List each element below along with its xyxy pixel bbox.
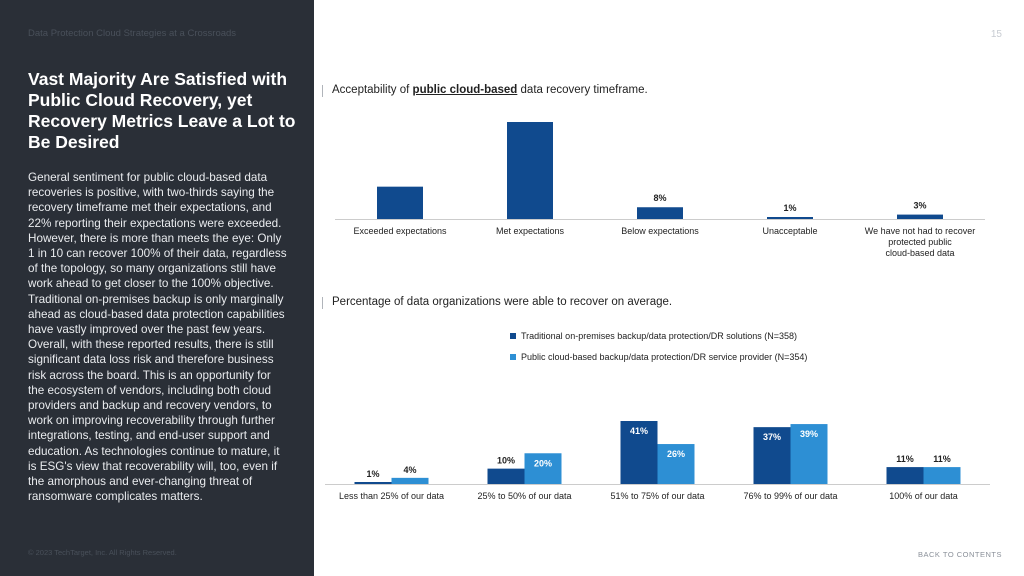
chart2-bar-cloud (391, 477, 429, 484)
chart1-category-label: cloud-based data (885, 248, 954, 258)
chart2-data-label-cloud: 39% (800, 429, 818, 439)
chart2-bar-cloud (524, 453, 562, 484)
chart1-bar (767, 217, 813, 219)
chart2-category-label: 25% to 50% of our data (477, 491, 571, 501)
chart1-title-prefix: Acceptability of (332, 84, 413, 96)
chart2-data-label-traditional: 41% (630, 426, 648, 436)
chart1-title-suffix: data recovery timeframe. (517, 84, 648, 96)
chart2-data-label-traditional: 1% (366, 469, 379, 479)
chart2-bar-cloud (657, 444, 695, 484)
chart1-data-label: 1% (783, 203, 796, 213)
chart2-data-label-traditional: 11% (896, 454, 914, 464)
chart2-category-label: Less than 25% of our data (339, 491, 444, 501)
legend-item-cloud: Public cloud-based backup/data protectio… (510, 349, 807, 364)
chart2-bar-traditional (354, 482, 392, 484)
chart1-data-label: 8% (653, 193, 666, 203)
chart2-data-label-cloud: 4% (403, 465, 416, 475)
chart2-bar-cloud (923, 467, 961, 484)
chart2-bar-traditional (886, 467, 924, 484)
page-number: 15 (990, 29, 1002, 40)
legend-label-traditional: Traditional on-premises backup/data prot… (521, 330, 798, 341)
chart1-bar (637, 207, 683, 219)
sidebar: Data Protection Cloud Strategies at a Cr… (0, 0, 314, 576)
chart2-bar-cloud (790, 424, 828, 484)
chart1-bar (377, 186, 423, 219)
legend-swatch-traditional (510, 332, 516, 339)
back-to-contents-link[interactable]: BACK TO CONTENTS (918, 550, 1002, 559)
chart2-legend: Traditional on-premises backup/data prot… (510, 328, 807, 370)
chart2-bar-traditional (753, 427, 791, 484)
chart1-category-label: Below expectations (621, 226, 699, 236)
page-headline: Vast Majority Are Satisfied with Public … (28, 69, 296, 152)
document-title: Data Protection Cloud Strategies at a Cr… (28, 28, 237, 39)
legend-label-cloud: Public cloud-based backup/data protectio… (521, 351, 808, 362)
chart1-data-label: 3% (913, 201, 926, 211)
chart2-data-label-cloud: 20% (534, 458, 552, 468)
chart2-data-label-traditional: 37% (763, 432, 781, 442)
chart1-bar (897, 214, 943, 219)
chart2-category-label: 51% to 75% of our data (610, 491, 704, 501)
chart2-bar-traditional (487, 468, 525, 484)
chart2-title: Percentage of data organizations were ab… (322, 296, 672, 309)
chart1-category-label: Exceeded expectations (353, 226, 447, 236)
chart2-data-label-cloud: 26% (667, 449, 685, 459)
legend-swatch-cloud (510, 353, 516, 360)
chart2-data-label-traditional: 10% (497, 456, 515, 466)
chart1-category-label: protected public (888, 237, 952, 247)
chart1-title-emphasis: public cloud-based (412, 84, 518, 96)
chart2-data-label-cloud: 11% (933, 454, 951, 464)
chart1-category-label: We have not had to recover (865, 226, 975, 236)
legend-item-traditional: Traditional on-premises backup/data prot… (510, 328, 807, 343)
chart1-category-label: Met expectations (496, 226, 565, 236)
chart1-bar (507, 122, 553, 219)
chart1-title: Acceptability of public cloud-based data… (322, 84, 648, 97)
chart1-category-label: Unacceptable (762, 226, 817, 236)
copyright-notice: © 2023 TechTarget, Inc. All Rights Reser… (28, 548, 177, 557)
body-paragraph: General sentiment for public cloud-based… (28, 171, 287, 504)
chart2-category-label: 76% to 99% of our data (743, 491, 837, 501)
chart2-category-label: 100% of our data (889, 491, 958, 501)
chart2-bar-traditional (620, 421, 658, 484)
